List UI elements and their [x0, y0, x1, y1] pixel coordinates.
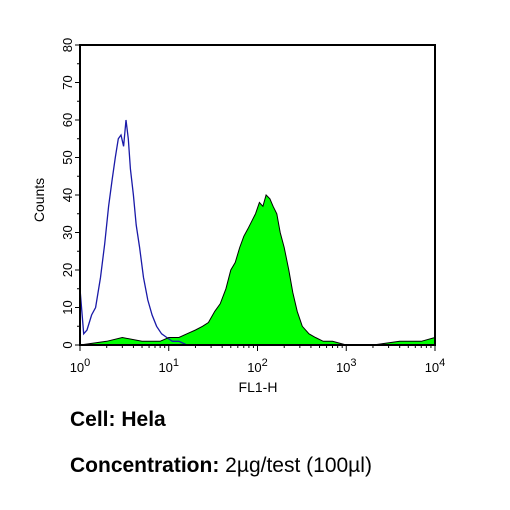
y-tick-label: 20 — [60, 263, 75, 277]
y-tick-label: 10 — [60, 300, 75, 314]
y-tick-label: 40 — [60, 188, 75, 202]
series-1-outline — [79, 194, 436, 346]
y-tick-label: 30 — [60, 225, 75, 239]
concentration-value: 2µg/test (100µl) — [225, 454, 372, 477]
y-axis: 0 10 20 30 40 50 60 70 80 — [60, 38, 80, 349]
concentration-caption: Concentration: 2µg/test (100µl) — [70, 454, 372, 478]
y-tick-label: 70 — [60, 75, 75, 89]
y-tick-label: 60 — [60, 113, 75, 127]
series-1-fill — [80, 195, 435, 345]
flow-cytometry-histogram: 0 10 20 30 40 50 60 70 80 100 101 102 103 104 FL1-H … — [31, 38, 446, 395]
plot-fills — [80, 195, 435, 345]
x-tick-label: 100 — [70, 357, 91, 375]
x-tick-label: 101 — [158, 357, 179, 375]
y-tick-label: 80 — [60, 38, 75, 52]
plot-lines — [79, 119, 436, 346]
x-tick-label: 102 — [247, 357, 268, 375]
concentration-label: Concentration: — [70, 454, 220, 477]
x-tick-label: 103 — [336, 357, 357, 375]
x-tick-label: 104 — [425, 357, 446, 375]
y-tick-label: 50 — [60, 150, 75, 164]
x-axis: 100 101 102 103 104 — [70, 345, 446, 375]
cell-value: Hela — [121, 408, 166, 431]
y-tick-label: 0 — [60, 341, 75, 348]
series-0-line — [79, 119, 196, 346]
cell-label: Cell: — [70, 408, 116, 431]
cell-caption: Cell: Hela — [70, 408, 166, 432]
x-axis-label: FL1-H — [239, 379, 278, 395]
y-axis-label: Counts — [31, 178, 47, 222]
